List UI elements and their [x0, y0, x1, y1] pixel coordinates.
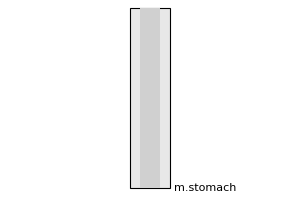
Bar — [140, 8, 160, 188]
Bar — [130, 8, 170, 188]
Text: m.stomach: m.stomach — [174, 183, 236, 193]
